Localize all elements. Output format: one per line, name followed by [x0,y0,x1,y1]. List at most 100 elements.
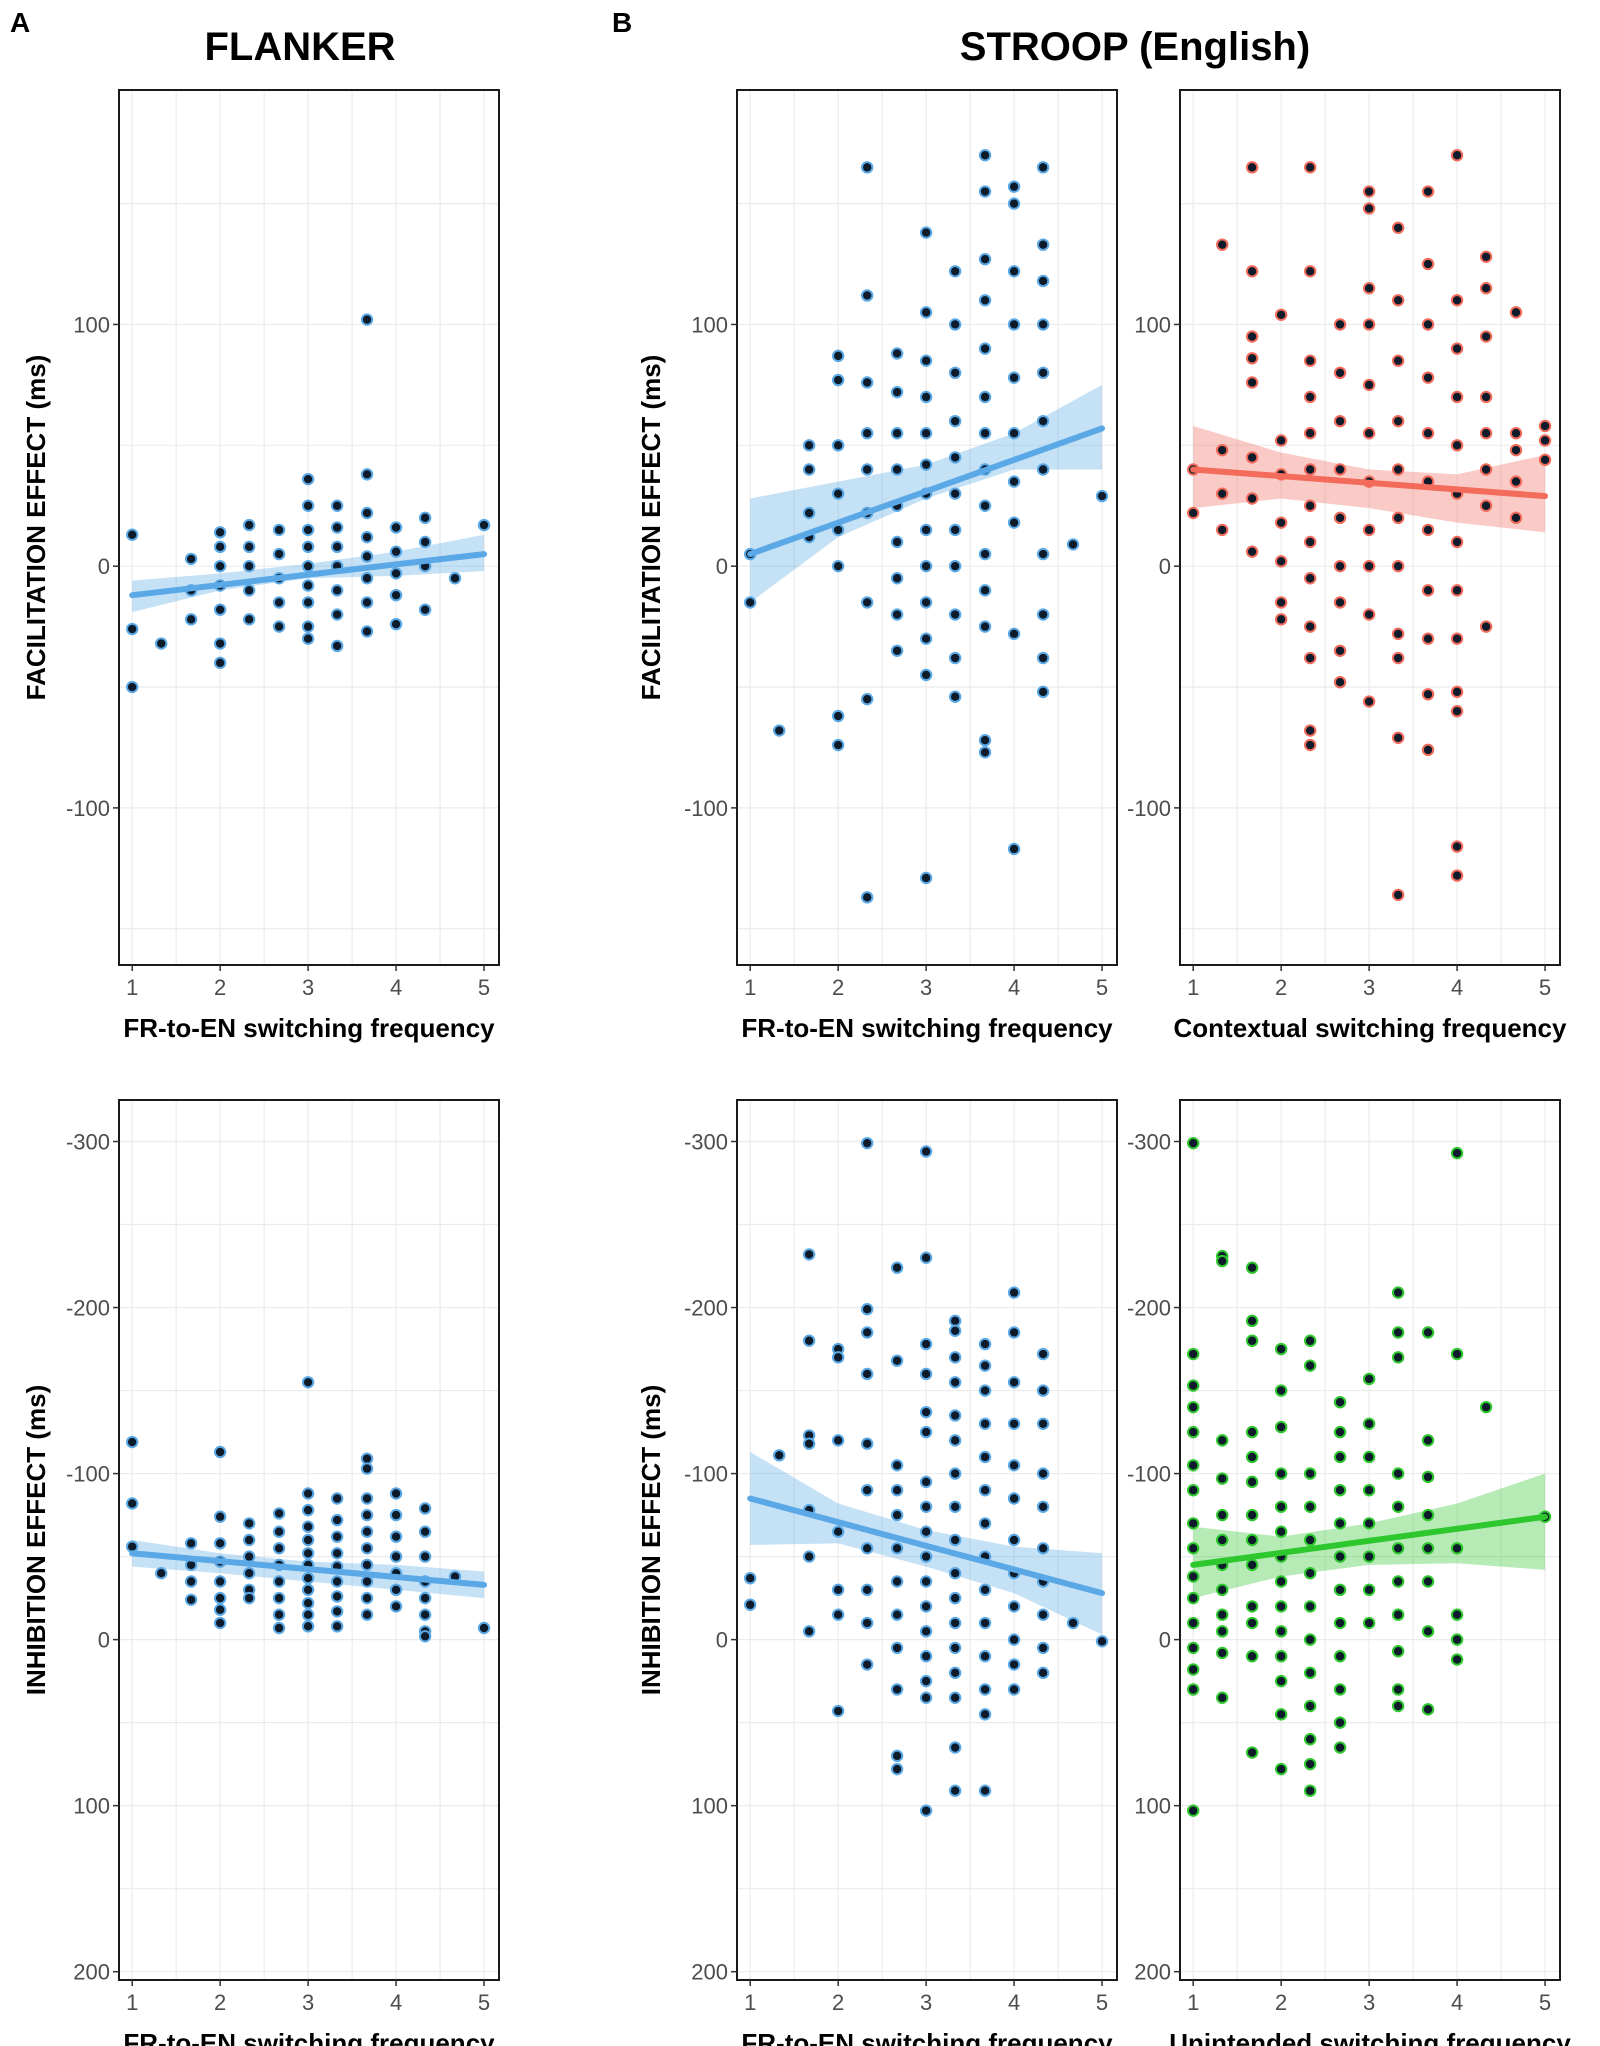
data-point [1391,354,1405,367]
data-point [1303,463,1317,476]
x-tick-label: 5 [478,975,490,1000]
data-point [1036,685,1050,699]
regression-line [1190,1513,1549,1568]
data-point [1245,1616,1259,1630]
y-tick-label: 100 [1134,1794,1171,1819]
data-point [1303,1666,1317,1680]
data-point [360,313,374,326]
data-point [360,1542,374,1555]
data-point [1333,511,1347,525]
data-point [831,1704,845,1718]
x-tick-label: 3 [302,1990,314,2015]
data-point [1186,1663,1200,1676]
y-tick-label: 100 [691,312,728,337]
data-point [242,518,256,532]
data-point [948,318,962,331]
data-point [477,1621,491,1635]
data-point [948,487,962,500]
data-point [1421,318,1435,331]
data-point [1274,1500,1288,1513]
data-point [301,1520,315,1533]
data-point [389,1550,403,1563]
data-point [1007,197,1021,210]
y-tick-label: -100 [684,1462,728,1487]
data-point [743,596,757,609]
data-point [272,1621,286,1635]
data-point [978,149,992,162]
data-point [919,458,933,471]
data-point [1274,1420,1288,1434]
data-point [919,596,933,609]
data-point [1391,1500,1405,1513]
y-tick-label: 0 [716,1628,728,1653]
data-point [860,692,874,706]
data-point [1479,330,1493,343]
data-point [360,1591,374,1605]
data-point [1274,1525,1288,1538]
y-tick-label: 0 [1159,554,1171,579]
data-point [1509,443,1523,457]
data-point [948,608,962,621]
data-point [831,349,845,363]
data-point [1333,366,1347,380]
x-tick-label: 2 [214,1990,226,2015]
data-point [301,632,315,645]
data-point [213,656,227,670]
data-point [1391,221,1405,234]
data-point [1362,1417,1376,1430]
data-point [1303,1334,1317,1347]
data-point [890,1762,904,1776]
data-point [1245,352,1259,365]
data-point [948,1351,962,1364]
data-point [948,559,962,573]
data-point [1303,1600,1317,1613]
data-point [948,265,962,278]
data-point [978,1683,992,1696]
data-point [360,530,374,544]
data-point [1421,584,1435,597]
data-point [919,1674,933,1688]
data-point [919,559,933,573]
data-point [919,871,933,885]
data-point [890,1683,904,1696]
data-point [389,1583,403,1597]
data-point [1333,1616,1347,1630]
data-point [831,709,845,723]
data-point [1274,1625,1288,1638]
data-point [1007,427,1021,440]
data-point [919,1650,933,1663]
data-point [1333,1425,1347,1439]
data-point [802,439,816,452]
data-point [978,342,992,355]
chart-flanker-facilitation: 1 2 3 4 5 -100 0 100 FR-to-EN switching frequenc… [21,89,500,1043]
data-point [1274,1384,1288,1397]
data-point [919,1625,933,1638]
data-point [1186,1136,1200,1150]
data-point [389,617,403,631]
data-point [213,637,227,650]
data-point [418,1630,432,1643]
data-point [1362,1583,1376,1597]
data-point [831,1583,845,1597]
data-point [919,1600,933,1613]
data-point [242,1591,256,1605]
plot-frame [118,89,500,966]
data-point [389,1487,403,1500]
data-point [1391,1575,1405,1588]
chart-flanker-inhibition: 1 2 3 4 5 -300 -200 -100 0 100 200 FR-to-EN switchi… [21,1099,500,2046]
plot-frame [736,89,1118,966]
data-point [301,559,315,573]
x-axis-title: FR-to-EN switching frequency [123,2028,495,2046]
data-point [125,1435,139,1449]
data-point [1007,265,1021,278]
data-point [1333,1650,1347,1663]
x-tick-label: 1 [126,1990,138,2015]
data-point [978,185,992,198]
data-point [1274,596,1288,609]
y-tick-label: 200 [73,1960,110,1985]
data-point [1479,427,1493,440]
data-point [948,651,962,665]
data-point [1245,330,1259,343]
data-point [860,1483,874,1497]
data-point [330,1530,344,1543]
